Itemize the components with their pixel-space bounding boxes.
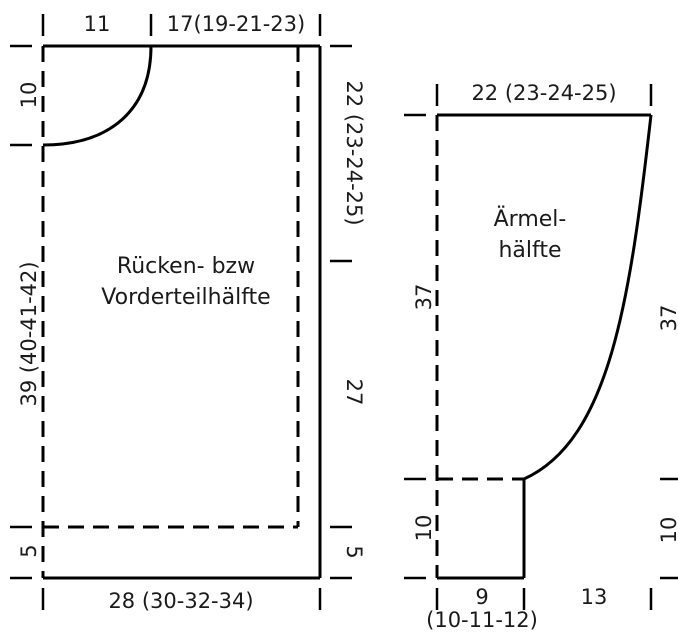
label-sleeve-left-bottom-height: 10 xyxy=(412,515,436,542)
sleeve-piece-title-line2: hälfte xyxy=(498,238,561,263)
label-right-bottom-height: 5 xyxy=(342,545,366,558)
label-top-left-width: 11 xyxy=(84,12,111,36)
label-top-right-width: 17(19-21-23) xyxy=(167,12,305,36)
sleeve-cap-curve xyxy=(523,114,653,481)
label-sleeve-bottom-right-width: 13 xyxy=(581,585,608,609)
sleeve-piece-title-line1: Ärmel- xyxy=(494,206,567,232)
body-piece-title-line1: Rücken- bzw xyxy=(117,254,255,279)
body-piece: 11 17(19-21-23) 10 39 (40-41-42) 5 22 (2… xyxy=(10,12,366,613)
label-sleeve-left-main-height: 37 xyxy=(412,284,436,311)
label-sleeve-right-bottom-height-cut: 10 xyxy=(657,517,678,544)
label-sleeve-bottom-left-width-line2: (10-11-12) xyxy=(426,608,538,632)
label-sleeve-right-main-height-cut: 37 xyxy=(657,305,678,332)
label-left-top-height: 10 xyxy=(17,82,41,109)
label-bottom-width: 28 (30-32-34) xyxy=(108,589,253,613)
sleeve-piece: 22 (23-24-25) 37 10 9 (10-11-12) 13 37 1… xyxy=(404,81,678,632)
label-sleeve-bottom-left-width-line1: 9 xyxy=(475,585,488,609)
label-sleeve-top-width: 22 (23-24-25) xyxy=(471,81,616,105)
label-right-upper-height: 22 (23-24-25) xyxy=(342,80,366,225)
label-left-main-height: 39 (40-41-42) xyxy=(17,261,41,406)
neckline-curve xyxy=(42,45,153,147)
label-left-bottom-height: 5 xyxy=(17,544,41,557)
label-right-middle-height: 27 xyxy=(342,379,366,406)
body-piece-title-line2: Vorderteilhälfte xyxy=(101,285,270,310)
